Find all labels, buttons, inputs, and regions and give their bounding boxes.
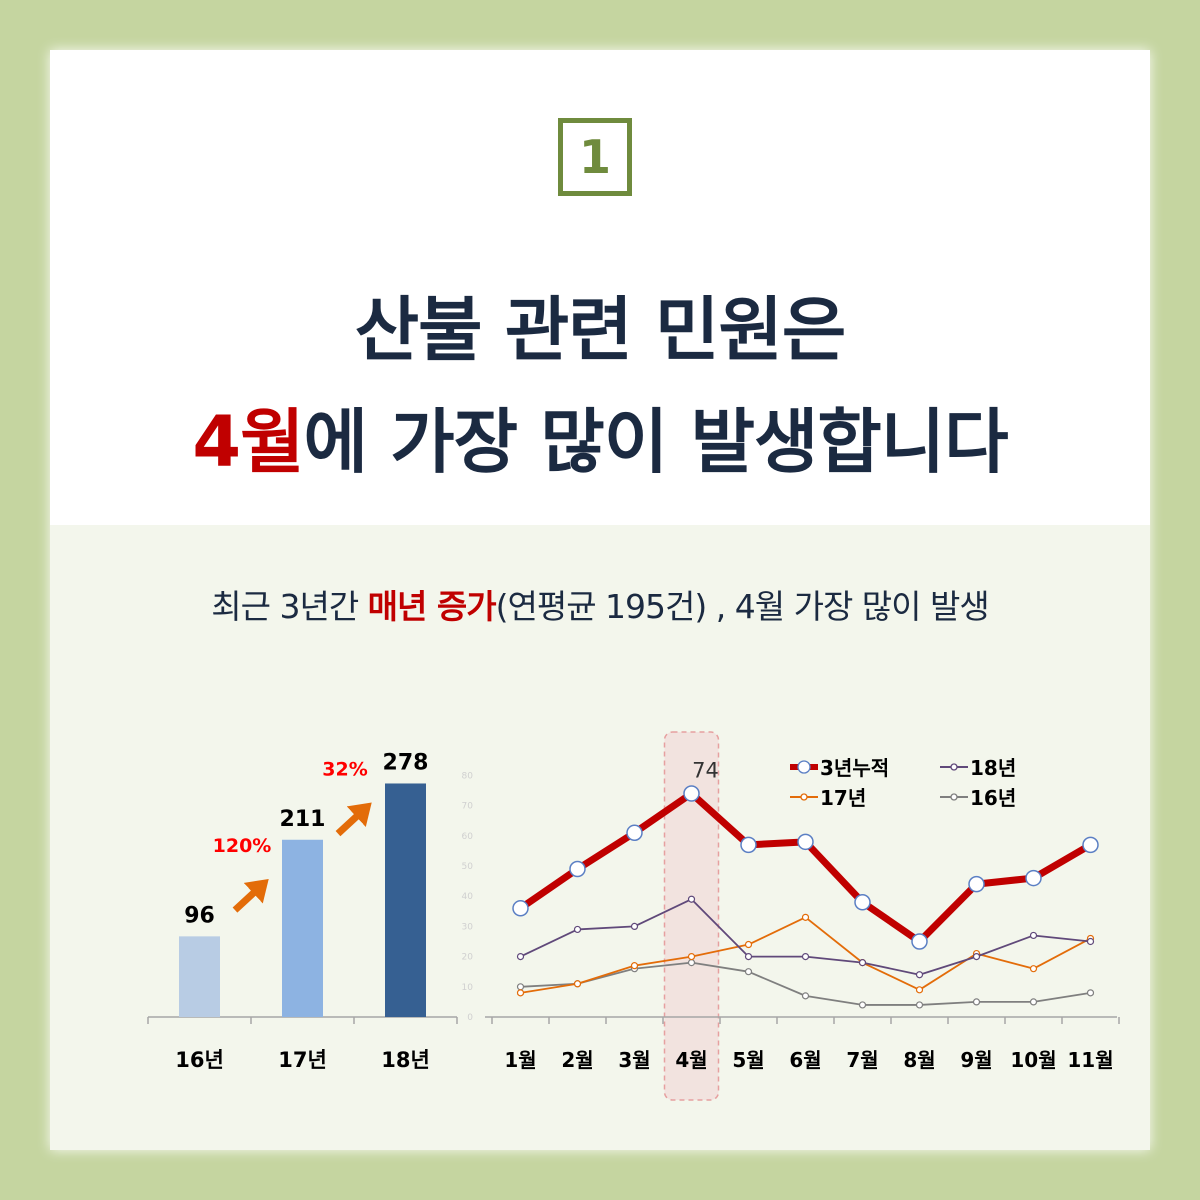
series-point-16년 [687,959,696,967]
series-point-16년 [858,1001,867,1009]
series-point-18년 [972,952,981,961]
subtitle-highlight: 매년 증가 [367,587,497,626]
legend-label: 18년 [970,756,1016,780]
series-point-17년 [915,986,924,994]
month-label: 2월 [561,1048,593,1072]
series-point-17년 [630,962,639,970]
peak-annotation: 74 [692,759,719,783]
month-label: 8월 [903,1048,935,1072]
y-tick-label: 0 [467,1013,473,1023]
series-point-16년 [1029,998,1038,1006]
growth-arrow [335,802,372,837]
bar-value-label: 96 [184,903,215,928]
legend-label: 3년누적 [820,756,889,780]
series-point-16년 [972,998,981,1006]
series-point-3년누적 [626,824,643,842]
series-point-3년누적 [968,875,985,893]
series-point-3년누적 [854,893,871,911]
bar-17년 [282,839,323,1017]
legend-swatch-marker [950,763,958,771]
section-number-badge: 1 [558,118,632,196]
series-point-3년누적 [740,836,757,854]
growth-label: 120% [213,835,272,857]
y-tick-label: 40 [462,892,474,902]
series-point-3년누적 [911,933,928,950]
series-point-18년 [1029,931,1038,940]
bar-18년 [385,783,426,1017]
series-point-16년 [516,983,525,991]
series-point-18년 [801,952,810,961]
series-point-3년누적 [512,900,529,917]
month-label: 10월 [1010,1048,1056,1072]
headline-highlight: 4월 [192,401,304,483]
series-point-3년누적 [569,860,586,878]
bar-chart: 96 16년 211 17년 278 18년 120% 32% [147,750,458,1072]
y-tick-label: 30 [462,922,474,932]
y-tick-label: 50 [462,862,474,872]
charts-canvas: 96 16년 211 17년 278 18년 120% 32% 0 10 20 30 40 50 60 70… [147,731,1120,1101]
series-point-18년 [687,895,696,903]
series-point-3년누적 [683,785,700,802]
y-tick-label: 80 [462,771,474,781]
series-point-18년 [858,959,867,967]
y-tick-label: 70 [462,802,474,812]
legend-swatch-marker [800,793,808,801]
legend-swatch-marker [950,793,958,801]
month-label: 3월 [618,1048,650,1072]
series-point-18년 [744,952,753,961]
lower-section [50,525,1150,1150]
series-point-16년 [744,968,753,976]
legend-label: 17년 [820,786,866,810]
bar-value-label: 211 [280,807,326,832]
legend-label: 16년 [970,786,1016,810]
series-point-17년 [516,989,525,997]
month-label: 7월 [846,1048,878,1072]
line-chart: 0 10 20 30 40 50 60 70 80 1월 2월 3월 4월 5월 6월 7월 8월 9월 10월 11… [462,731,1120,1101]
series-point-3년누적 [1025,869,1042,887]
month-label: 6월 [789,1048,821,1072]
month-label: 1월 [504,1048,536,1072]
bar-category-label: 17년 [278,1048,327,1072]
series-point-3년누적 [797,833,814,851]
y-tick-label: 20 [462,953,474,963]
series-point-3년누적 [1082,836,1099,854]
series-point-17년 [744,940,753,949]
series-point-18년 [915,971,924,979]
subtitle: 최근 3년간 매년 증가(연평균 195건) , 4월 가장 많이 발생 [50,580,1150,628]
series-point-18년 [516,952,525,961]
series-point-17년 [801,913,810,921]
content-panel: 1 산불 관련 민원은 4월에 가장 많이 발생합니다 최근 3년간 매년 증가… [50,50,1150,1150]
headline-line-2: 4월에 가장 많이 발생합니다 [50,386,1150,487]
subtitle-part-2: (연평균 195건) , 4월 가장 많이 발생 [495,587,990,626]
series-point-17년 [573,980,582,988]
series-point-18년 [1086,937,1095,946]
y-tick-label: 60 [462,832,474,842]
bar-16년 [179,936,220,1017]
series-point-16년 [801,992,810,1000]
series-point-16년 [1086,989,1095,997]
bar-value-label: 278 [383,750,429,775]
month-label: 5월 [732,1048,764,1072]
bar-category-label: 18년 [381,1048,430,1072]
series-point-18년 [630,922,639,931]
month-label: 4월 [675,1048,707,1072]
series-point-17년 [1029,965,1038,973]
growth-arrow [232,878,269,913]
series-point-18년 [573,925,582,934]
headline-line-2-rest: 에 가장 많이 발생합니다 [303,401,1008,483]
series-line-18년 [520,898,1091,976]
growth-label: 32% [322,759,367,781]
legend-swatch-marker [797,760,811,774]
y-tick-label: 10 [462,983,474,993]
highlight-band-april [663,731,720,1101]
month-label: 11월 [1067,1048,1113,1072]
month-label: 9월 [960,1048,992,1072]
bar-category-label: 16년 [175,1048,224,1072]
series-point-16년 [915,1001,924,1009]
series-point-17년 [687,952,696,961]
headline-line-1: 산불 관련 민원은 [354,289,847,371]
subtitle-part-1: 최근 3년간 [211,587,368,626]
